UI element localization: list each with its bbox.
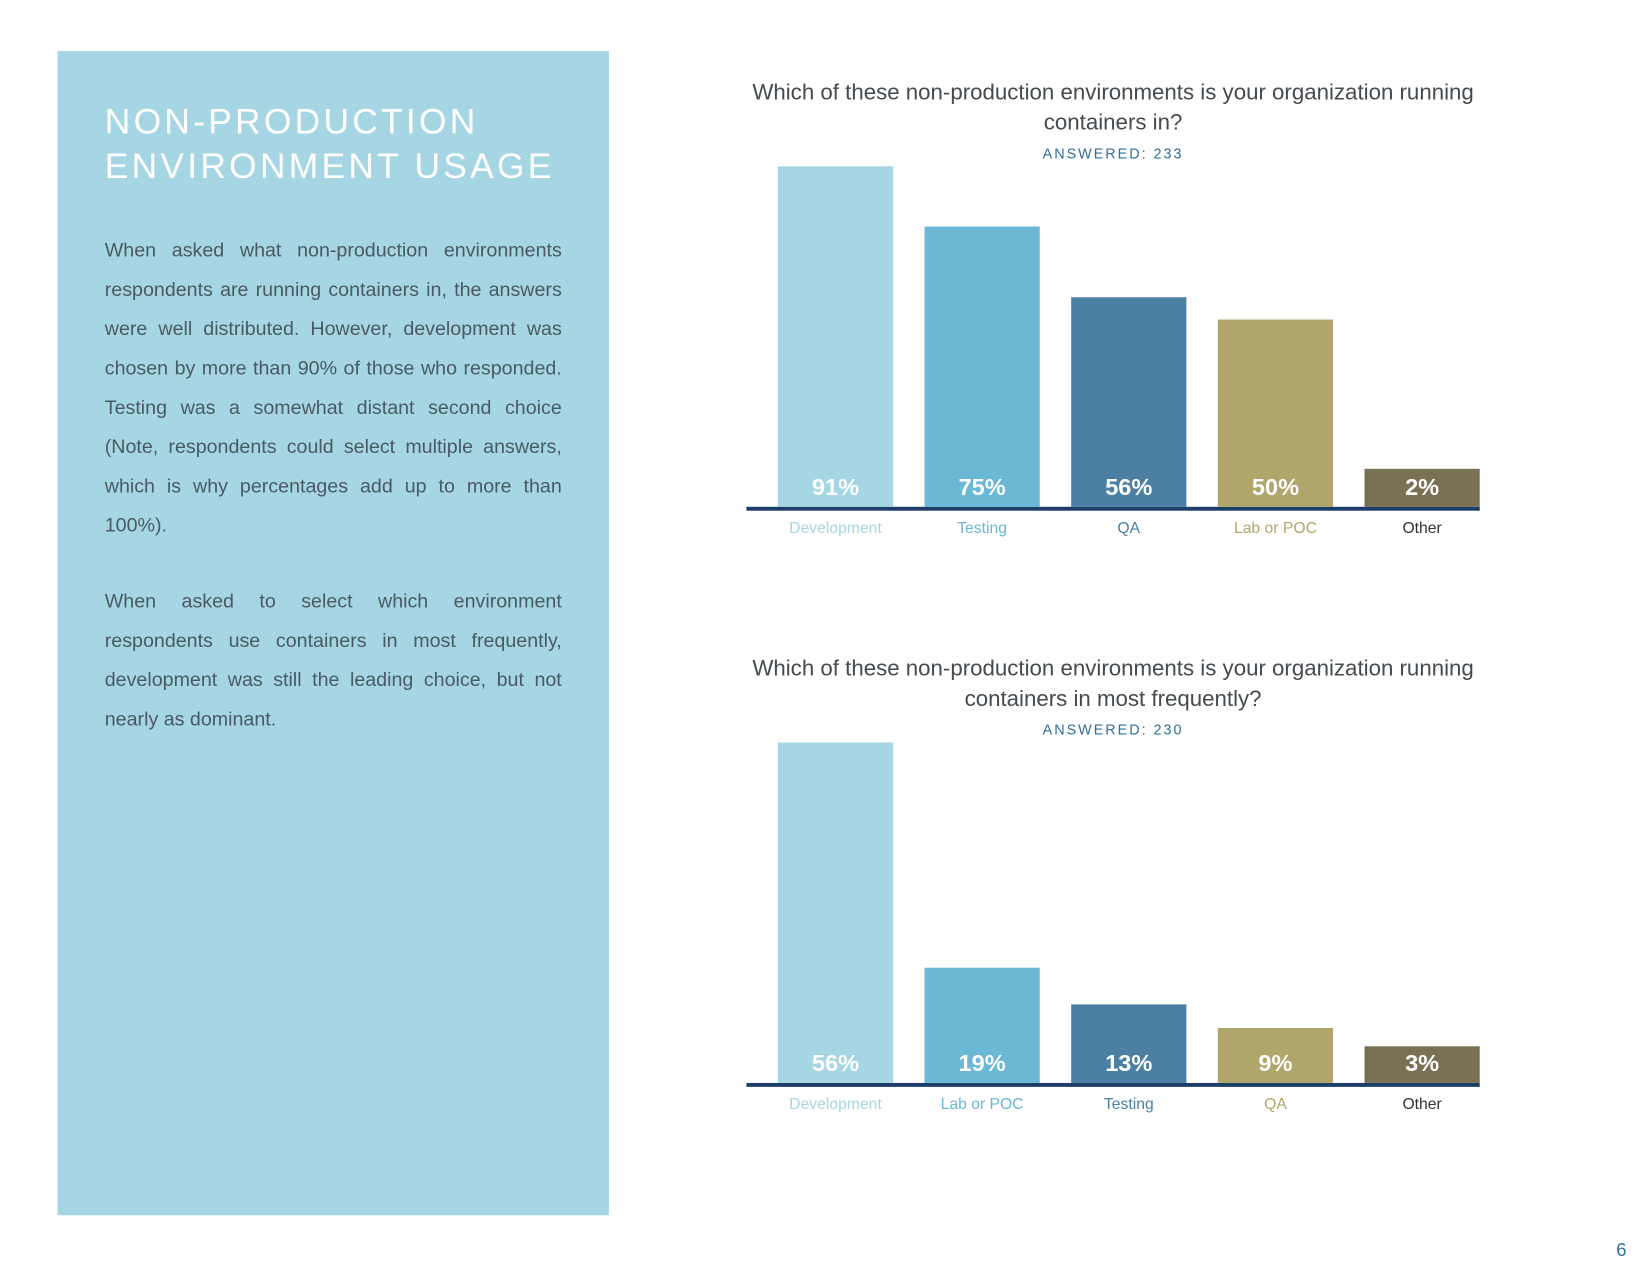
answered-label: ANSWERED: [1043,723,1148,739]
chart-bar: 75% [925,226,1040,507]
chart-bar-value: 13% [1105,1050,1152,1083]
chart-answered: ANSWERED: 230 [746,723,1479,739]
chart-bar-value: 3% [1405,1050,1439,1083]
chart-bar: 91% [778,166,893,506]
chart-bar: 56% [778,742,893,1082]
chart-bar: 50% [1218,320,1333,507]
chart-bar: 13% [1071,1004,1186,1083]
chart-bar-value: 75% [959,474,1006,507]
chart-bar-value: 9% [1258,1050,1292,1083]
chart-bar-value: 50% [1252,474,1299,507]
sidebar-panel: NON-PRODUCTION ENVIRONMENT USAGE When as… [58,51,609,1215]
chart-category-row: DevelopmentLab or POCTestingQAOther [746,1095,1479,1124]
chart-bar: 3% [1364,1046,1479,1082]
chart-bar-value: 19% [959,1050,1006,1083]
chart-bar: 19% [925,967,1040,1083]
chart-bar-value: 2% [1405,474,1439,507]
answered-count: 233 [1154,147,1184,163]
sidebar-paragraph: When asked to select which environment r… [105,582,562,739]
sidebar-paragraph: When asked what non-production environme… [105,231,562,545]
chart-category-label: Testing [909,518,1056,536]
chart-category-label: Other [1349,1095,1496,1113]
chart-bar-value: 56% [812,1050,859,1083]
chart-bar-value: 91% [812,474,859,507]
chart-category-label: Lab or POC [909,1095,1056,1113]
chart-category-row: DevelopmentTestingQALab or POCOther [746,518,1479,547]
answered-label: ANSWERED: [1043,147,1148,163]
chart-nonprod-most-frequent: Which of these non-production environmen… [746,655,1479,1124]
chart-bars-area: 91% 75% 56% 50% 2% [746,170,1479,510]
chart-bar: 56% [1071,297,1186,507]
chart-bar: 2% [1364,469,1479,506]
chart-category-label: QA [1055,518,1202,536]
chart-title: Which of these non-production environmen… [746,655,1479,715]
chart-category-label: QA [1202,1095,1349,1113]
chart-bar: 9% [1218,1028,1333,1083]
chart-category-label: Development [762,518,909,536]
chart-category-label: Testing [1055,1095,1202,1113]
chart-nonprod-environments: Which of these non-production environmen… [746,79,1479,548]
chart-bars-area: 56% 19% 13% 9% 3% [746,746,1479,1086]
sidebar-title: NON-PRODUCTION ENVIRONMENT USAGE [105,101,562,189]
chart-bar-value: 56% [1105,474,1152,507]
page-number: 6 [1616,1239,1626,1260]
chart-category-label: Development [762,1095,909,1113]
chart-title: Which of these non-production environmen… [746,79,1479,139]
chart-category-label: Lab or POC [1202,518,1349,536]
chart-answered: ANSWERED: 233 [746,147,1479,163]
answered-count: 230 [1154,723,1184,739]
chart-category-label: Other [1349,518,1496,536]
